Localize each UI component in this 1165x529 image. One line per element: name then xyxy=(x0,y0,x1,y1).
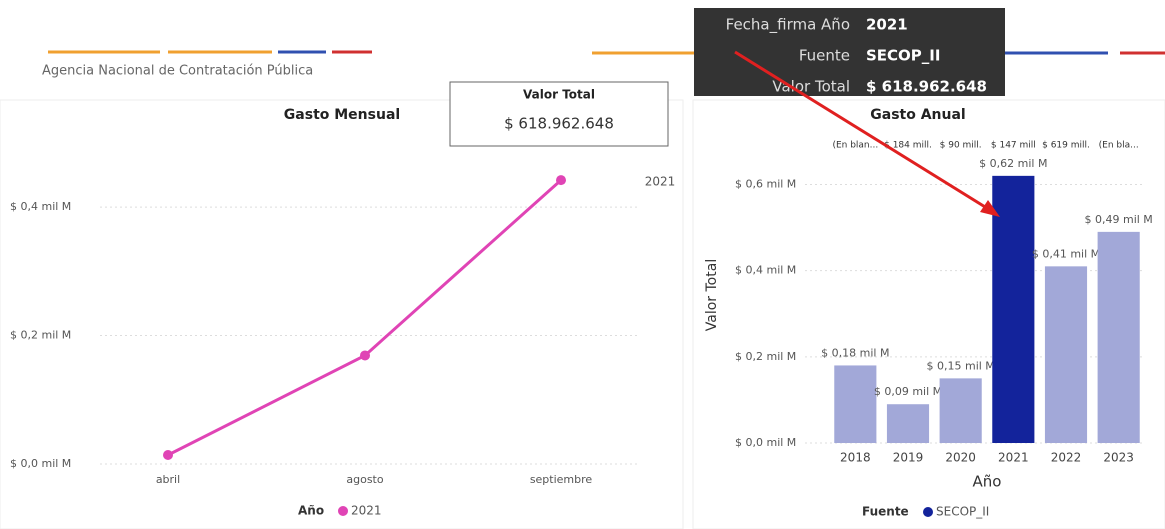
top-label: $ 619 mill. xyxy=(1042,141,1090,151)
point xyxy=(556,175,566,186)
value-label: $ 0,62 mil M xyxy=(979,157,1047,170)
bar xyxy=(1044,266,1088,443)
legend-title: Fuente xyxy=(862,505,909,519)
x-tick-label: 2019 xyxy=(893,451,924,465)
arrow-head xyxy=(980,200,1000,217)
y-tick-label: $ 0,0 mil M xyxy=(735,436,796,449)
tooltip-value: SECOP_II xyxy=(866,47,940,65)
bar xyxy=(992,175,1035,443)
bar xyxy=(1097,231,1140,443)
chart-title: Gasto Anual xyxy=(870,107,965,123)
arrow xyxy=(734,50,991,212)
tooltip-value: 2021 xyxy=(866,16,908,34)
value-label: $ 0,49 mil M xyxy=(1085,213,1153,226)
bar xyxy=(886,404,930,443)
top-label: $ 147 mill xyxy=(991,141,1036,151)
tooltip xyxy=(694,8,1005,96)
x-axis-title: Año xyxy=(973,473,1002,491)
x-tick-label: agosto xyxy=(346,473,383,486)
value-label: $ 0,09 mil M xyxy=(874,385,942,398)
point xyxy=(163,450,173,461)
bar xyxy=(834,365,877,443)
legend-title: Año xyxy=(298,504,324,518)
y-tick-label: $ 0,0 mil M xyxy=(10,457,71,470)
bar xyxy=(939,378,982,443)
x-tick-label: 2022 xyxy=(1051,451,1082,465)
legend-label: 2021 xyxy=(351,504,382,518)
top-label: (En blan... xyxy=(832,141,878,151)
y-tick-label: $ 0,2 mil M xyxy=(10,329,71,342)
header-stripes xyxy=(48,50,1165,55)
x-tick-label: septiembre xyxy=(530,473,593,486)
y-tick-label: $ 0,6 mil M xyxy=(735,177,796,190)
card-value: $ 618.962.648 xyxy=(504,115,614,133)
series-end-label: 2021 xyxy=(645,175,676,189)
value-label: $ 0,41 mil M xyxy=(1032,247,1100,260)
tooltip-key: Fecha_firma Año xyxy=(726,16,850,35)
value-label: $ 0,18 mil M xyxy=(821,346,889,359)
x-tick-label: 2023 xyxy=(1103,451,1134,465)
x-tick-label: 2021 xyxy=(998,451,1029,465)
x-tick-label: abril xyxy=(156,473,180,486)
charts: Gasto Mensual $ 0,0 mil M $ 0,2 mil M $ 0,4… xyxy=(10,107,1153,519)
chart-title: Gasto Mensual xyxy=(284,107,400,123)
header-title: Agencia Nacional de Contratación Pública xyxy=(42,64,313,79)
tooltip-rows: Fecha_firma Año 2021 Fuente SECOP_II Valor T… xyxy=(726,16,987,96)
tooltip-value: $ 618.962.648 xyxy=(866,78,987,96)
left-panel xyxy=(0,99,684,529)
y-tick-label: $ 0,2 mil M xyxy=(735,350,796,363)
legend-marker xyxy=(338,506,348,516)
value-label: $ 0,15 mil M xyxy=(927,359,995,372)
top-label: $ 184 mill. xyxy=(884,141,932,151)
y-tick-label: $ 0,4 mil M xyxy=(735,264,796,277)
x-tick-label: 2018 xyxy=(840,451,871,465)
y-axis-title: Valor Total xyxy=(704,259,720,331)
right-panel xyxy=(692,99,1165,529)
card xyxy=(449,81,669,147)
legend-marker xyxy=(923,507,933,517)
legend-label: SECOP_II xyxy=(936,505,989,519)
tooltip-key: Fuente xyxy=(799,47,850,65)
point xyxy=(360,350,370,361)
y-tick-label: $ 0,4 mil M xyxy=(10,200,71,213)
top-label: $ 90 mill. xyxy=(940,141,982,151)
top-label: (En bla... xyxy=(1099,141,1139,151)
x-tick-label: 2020 xyxy=(945,451,976,465)
tooltip-key: Valor Total xyxy=(772,78,850,96)
card-label: Valor Total xyxy=(523,88,595,102)
